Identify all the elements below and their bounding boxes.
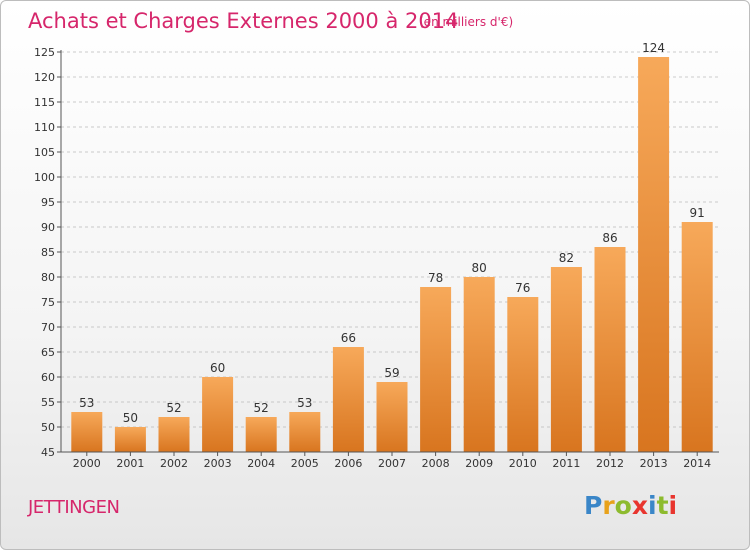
- value-labels: 53 50 52 60 52 53 66 59 78 80 76 82 86 124 91: [79, 41, 705, 425]
- bar: [507, 297, 539, 452]
- proxiti-logo[interactable]: Proxiti: [584, 491, 677, 520]
- y-tick-label: 75: [41, 296, 55, 309]
- value-label: 53: [79, 396, 94, 410]
- value-label: 59: [384, 366, 399, 380]
- bar: [114, 427, 146, 452]
- value-label: 60: [210, 361, 225, 375]
- y-axis-ticks: 45 50 55 60 65 70 75 80 85 90 95 100 105 110 115 120 125: [34, 46, 61, 459]
- x-tick-label: 2000: [73, 457, 101, 470]
- value-label: 80: [472, 261, 487, 275]
- value-label: 66: [341, 331, 356, 345]
- bar: [332, 347, 364, 452]
- bar: [594, 247, 626, 452]
- value-label: 53: [297, 396, 312, 410]
- x-tick-label: 2003: [204, 457, 232, 470]
- x-tick-label: 2012: [596, 457, 624, 470]
- y-tick-label: 110: [34, 121, 55, 134]
- bar: [245, 417, 277, 452]
- logo-letter: t: [656, 491, 669, 520]
- y-tick-label: 95: [41, 196, 55, 209]
- x-tick-label: 2004: [247, 457, 275, 470]
- logo-letter: i: [668, 491, 678, 520]
- x-tick-label: 2002: [160, 457, 188, 470]
- logo-letter: o: [614, 491, 632, 520]
- x-tick-label: 2009: [465, 457, 493, 470]
- y-tick-label: 120: [34, 71, 55, 84]
- value-label: 82: [559, 251, 574, 265]
- y-tick-label: 80: [41, 271, 55, 284]
- value-label: 76: [515, 281, 530, 295]
- bar: [420, 287, 452, 452]
- chart-subtitle: (en milliers d'€): [419, 15, 514, 29]
- y-tick-label: 50: [41, 421, 55, 434]
- y-tick-label: 60: [41, 371, 55, 384]
- value-label: 86: [602, 231, 617, 245]
- logo-letter: x: [631, 491, 648, 520]
- x-tick-label: 2013: [640, 457, 668, 470]
- logo-letter: i: [648, 491, 657, 520]
- x-axis-ticks: 2000 2001 2002 2003 2004 2005 2006 2007 2008 2009…: [73, 452, 711, 470]
- y-tick-label: 85: [41, 246, 55, 259]
- y-tick-label: 55: [41, 396, 55, 409]
- x-tick-label: 2005: [291, 457, 319, 470]
- bar: [376, 382, 408, 452]
- bar: [158, 417, 190, 452]
- value-label: 52: [254, 401, 269, 415]
- bar: [71, 412, 103, 452]
- y-tick-label: 45: [41, 446, 55, 459]
- y-tick-label: 65: [41, 346, 55, 359]
- y-tick-label: 115: [34, 96, 55, 109]
- x-tick-label: 2008: [422, 457, 450, 470]
- bar: [550, 267, 582, 452]
- value-label: 91: [690, 206, 705, 220]
- bar: [289, 412, 321, 452]
- value-label: 52: [166, 401, 181, 415]
- y-tick-label: 105: [34, 146, 55, 159]
- bar: [463, 277, 495, 452]
- y-tick-label: 100: [34, 171, 55, 184]
- place-name: JETTINGEN: [28, 497, 120, 518]
- chart-title: Achats et Charges Externes 2000 à 2014: [28, 9, 459, 33]
- x-tick-label: 2001: [116, 457, 144, 470]
- y-tick-label: 70: [41, 321, 55, 334]
- x-tick-label: 2010: [509, 457, 537, 470]
- bar: [202, 377, 234, 452]
- y-tick-label: 90: [41, 221, 55, 234]
- value-label: 78: [428, 271, 443, 285]
- x-tick-label: 2006: [334, 457, 362, 470]
- x-tick-label: 2014: [683, 457, 711, 470]
- x-tick-label: 2007: [378, 457, 406, 470]
- bar: [681, 222, 713, 452]
- y-tick-label: 125: [34, 46, 55, 59]
- bar: [638, 57, 670, 452]
- logo-letter: r: [602, 491, 615, 520]
- x-tick-label: 2011: [552, 457, 580, 470]
- logo-letter: P: [584, 491, 603, 520]
- value-label: 50: [123, 411, 138, 425]
- value-label: 124: [642, 41, 665, 55]
- bars: [71, 57, 713, 452]
